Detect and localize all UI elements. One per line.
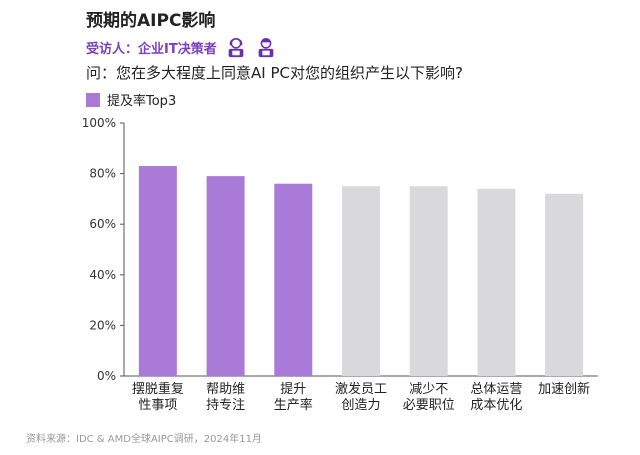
bar bbox=[274, 183, 313, 376]
legend-swatch bbox=[86, 92, 100, 107]
x-tick-label: 加速创新 bbox=[538, 381, 590, 397]
y-tick-label: 80% bbox=[89, 167, 116, 181]
x-tick-label: 帮助维 bbox=[206, 382, 245, 397]
x-tick-label: 激发员工 bbox=[335, 381, 387, 397]
source-note: 资料来源：IDC & AMD全球AIPC调研，2024年11月 bbox=[26, 434, 262, 445]
respondent-label: 受访人：企业IT决策者 bbox=[86, 41, 217, 57]
legend: 提及率Top3 bbox=[86, 90, 176, 109]
x-tick-label: 必要职位 bbox=[403, 398, 455, 413]
y-tick-label: 0% bbox=[97, 369, 116, 383]
female-user-icon bbox=[228, 38, 244, 58]
x-tick-label: 摆脱重复 bbox=[132, 381, 184, 397]
bar bbox=[409, 186, 448, 376]
legend-label: 提及率Top3 bbox=[107, 94, 177, 109]
survey-question: 问：您在多大程度上同意AI PC对您的组织产生以下影响? bbox=[86, 64, 463, 82]
bar bbox=[342, 186, 380, 376]
x-tick-label: 生产率 bbox=[274, 397, 313, 413]
bar bbox=[206, 176, 245, 376]
x-tick-label: 创造力 bbox=[341, 398, 380, 413]
x-tick-label: 持专注 bbox=[206, 398, 245, 413]
bar bbox=[138, 166, 177, 376]
y-tick-label: 100% bbox=[82, 116, 116, 130]
x-tick-label: 提升 bbox=[280, 381, 306, 397]
x-tick-label: 成本优化 bbox=[470, 398, 522, 413]
y-tick-label: 40% bbox=[89, 268, 116, 282]
x-tick-label: 总体运营 bbox=[470, 382, 522, 397]
x-tick-label: 性事项 bbox=[138, 398, 177, 413]
respondent-row: 受访人：企业IT决策者 bbox=[86, 36, 277, 58]
bar bbox=[477, 188, 516, 376]
male-user-icon bbox=[258, 38, 274, 58]
chart-title: 预期的AIPC影响 bbox=[86, 11, 216, 31]
y-tick-label: 60% bbox=[89, 217, 116, 231]
y-tick-label: 20% bbox=[89, 318, 116, 332]
bar bbox=[545, 193, 584, 376]
x-tick-label: 减少不 bbox=[409, 382, 448, 397]
